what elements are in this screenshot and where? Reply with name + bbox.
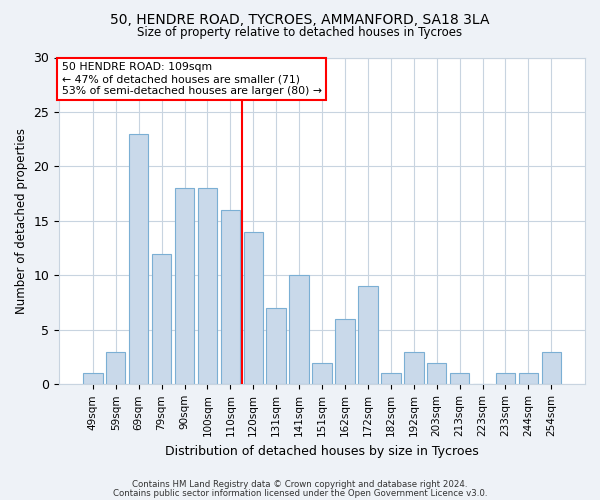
Text: 50, HENDRE ROAD, TYCROES, AMMANFORD, SA18 3LA: 50, HENDRE ROAD, TYCROES, AMMANFORD, SA1… xyxy=(110,12,490,26)
Text: 50 HENDRE ROAD: 109sqm
← 47% of detached houses are smaller (71)
53% of semi-det: 50 HENDRE ROAD: 109sqm ← 47% of detached… xyxy=(62,62,322,96)
Bar xyxy=(244,232,263,384)
Bar xyxy=(358,286,377,384)
Bar xyxy=(518,374,538,384)
Text: Contains public sector information licensed under the Open Government Licence v3: Contains public sector information licen… xyxy=(113,489,487,498)
Bar xyxy=(450,374,469,384)
Bar xyxy=(129,134,148,384)
Text: Contains HM Land Registry data © Crown copyright and database right 2024.: Contains HM Land Registry data © Crown c… xyxy=(132,480,468,489)
Bar xyxy=(427,362,446,384)
Bar xyxy=(175,188,194,384)
Bar xyxy=(197,188,217,384)
Bar xyxy=(106,352,125,384)
Bar xyxy=(381,374,401,384)
Bar xyxy=(152,254,172,384)
Bar xyxy=(266,308,286,384)
Bar xyxy=(542,352,561,384)
Bar xyxy=(83,374,103,384)
Bar xyxy=(221,210,240,384)
Text: Size of property relative to detached houses in Tycroes: Size of property relative to detached ho… xyxy=(137,26,463,39)
Bar xyxy=(313,362,332,384)
Y-axis label: Number of detached properties: Number of detached properties xyxy=(15,128,28,314)
Bar xyxy=(404,352,424,384)
Bar xyxy=(289,276,309,384)
Bar xyxy=(496,374,515,384)
X-axis label: Distribution of detached houses by size in Tycroes: Distribution of detached houses by size … xyxy=(165,444,479,458)
Bar xyxy=(335,319,355,384)
